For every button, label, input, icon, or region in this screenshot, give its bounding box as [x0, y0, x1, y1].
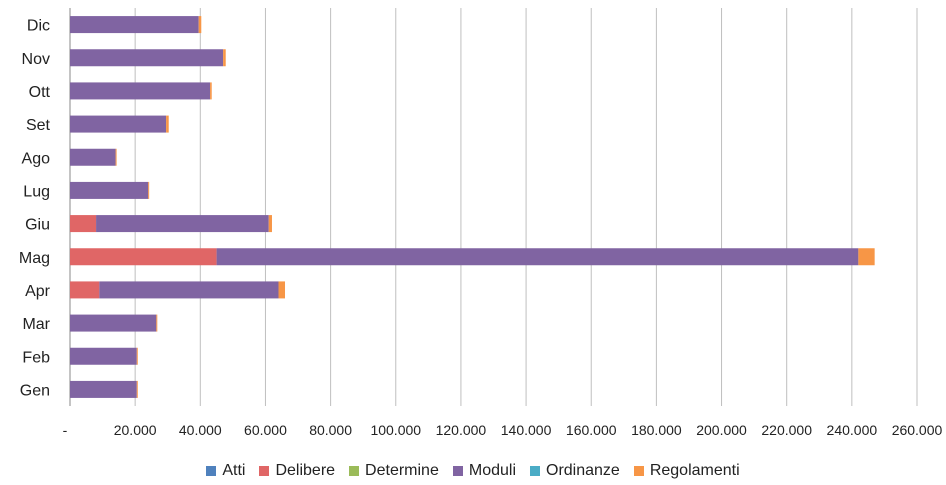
- y-tick-label: Lug: [23, 183, 50, 200]
- legend-item: Ordinanze: [530, 462, 620, 480]
- bar-segment: [96, 215, 269, 233]
- bar-segment: [70, 380, 137, 398]
- legend-label: Regolamenti: [649, 462, 740, 479]
- bar-segment: [70, 248, 217, 266]
- bar-segment: [136, 347, 138, 365]
- bar-segment: [70, 314, 157, 332]
- y-tick-label: Feb: [22, 349, 50, 366]
- bar-segment: [136, 380, 138, 398]
- bar-segment: [70, 115, 167, 133]
- y-tick-label: Apr: [25, 283, 51, 300]
- legend-label: Determine: [365, 462, 439, 479]
- y-tick-label: Mag: [19, 250, 50, 267]
- legend-label: Moduli: [468, 462, 516, 479]
- legend-swatch: [349, 466, 360, 476]
- y-tick-label: Mar: [22, 316, 50, 333]
- legend-swatch: [530, 466, 540, 476]
- bar-segment: [99, 281, 279, 299]
- x-tick-label: 120.000: [436, 422, 487, 438]
- legend-item: Regolamenti: [633, 462, 740, 480]
- bar-segment: [70, 148, 116, 166]
- x-tick-label: 200.000: [696, 422, 747, 438]
- x-tick-label: 220.000: [761, 422, 812, 438]
- bar-segment: [70, 347, 137, 365]
- bar-segment: [70, 181, 149, 199]
- bar-segment: [858, 248, 875, 266]
- bar-segment: [210, 82, 212, 100]
- legend-label: Delibere: [275, 462, 336, 479]
- y-tick-label: Nov: [22, 51, 50, 68]
- bar-segment: [268, 215, 272, 233]
- bar-segment: [70, 16, 199, 34]
- x-axis-ticks: - 20.000 40.000 60.000 80.000 100.000 120.000 1…: [63, 422, 943, 438]
- bar-segment: [148, 181, 150, 199]
- legend-swatch: [206, 466, 217, 476]
- bar-segment: [216, 248, 859, 266]
- x-tick-label: 40.000: [179, 422, 222, 438]
- legend-swatch: [633, 466, 644, 476]
- x-tick-label: 260.000: [892, 422, 943, 438]
- stacked-bar-chart: Gen Feb Mar Apr Mag Giu Lug Ago Set Ott Nov Dic - 20…: [19, 8, 943, 438]
- bar-segment: [70, 215, 97, 233]
- bar-segment: [278, 281, 286, 299]
- x-tick-label: -: [63, 422, 68, 438]
- bar-segment: [166, 115, 169, 133]
- legend-item: Delibere: [259, 462, 335, 480]
- y-tick-label: Ago: [22, 150, 51, 167]
- y-tick-label: Ott: [29, 84, 51, 101]
- x-tick-label: 140.000: [501, 422, 552, 438]
- bar-segment: [115, 148, 117, 166]
- bar-segment: [70, 49, 224, 67]
- legend: Atti Delibere Determine Moduli Ordinanze Rego…: [0, 462, 946, 480]
- x-tick-label: 60.000: [244, 422, 287, 438]
- legend-label: Ordinanze: [546, 462, 620, 479]
- legend-item: Moduli: [452, 462, 516, 480]
- bar-segment: [70, 82, 211, 100]
- gridlines: [69, 8, 918, 406]
- y-tick-label: Set: [26, 117, 51, 134]
- legend-item: Atti: [206, 462, 245, 480]
- bar-segment: [156, 314, 158, 332]
- x-tick-label: 100.000: [370, 422, 421, 438]
- y-tick-label: Giu: [25, 217, 50, 234]
- x-tick-label: 80.000: [309, 422, 352, 438]
- legend-swatch: [259, 466, 270, 476]
- legend-swatch: [452, 466, 463, 476]
- y-tick-label: Gen: [20, 382, 50, 399]
- legend-label: Atti: [222, 462, 246, 479]
- legend-item: Determine: [349, 462, 439, 480]
- x-tick-label: 240.000: [827, 422, 878, 438]
- y-tick-label: Dic: [27, 18, 50, 35]
- bar-segment: [198, 16, 202, 34]
- bar-segment: [223, 49, 226, 67]
- y-axis-ticks: Gen Feb Mar Apr Mag Giu Lug Ago Set Ott Nov Dic: [19, 18, 51, 400]
- x-tick-label: 160.000: [566, 422, 617, 438]
- x-tick-label: 180.000: [631, 422, 682, 438]
- bars: [70, 16, 875, 398]
- bar-segment: [70, 281, 100, 299]
- x-tick-label: 20.000: [114, 422, 157, 438]
